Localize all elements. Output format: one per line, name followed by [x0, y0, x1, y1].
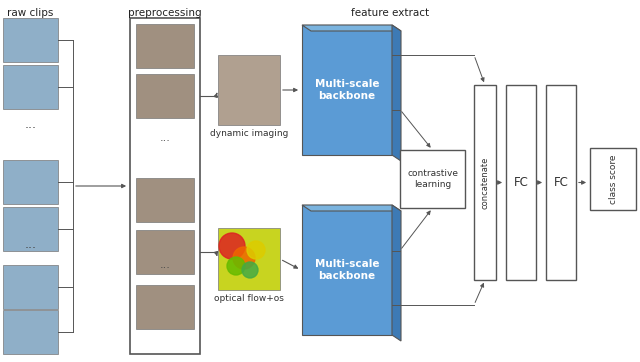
Bar	[474, 85, 496, 280]
Bar	[546, 85, 576, 280]
Bar	[218, 228, 280, 290]
Bar	[3, 310, 58, 354]
Bar	[3, 207, 58, 251]
Text: Multi-scale
backbone: Multi-scale backbone	[315, 79, 380, 101]
Bar	[136, 178, 194, 222]
Bar	[218, 55, 280, 125]
Polygon shape	[302, 205, 401, 211]
Bar	[136, 230, 194, 274]
Bar	[400, 150, 465, 208]
Polygon shape	[302, 25, 401, 31]
Text: ...: ...	[159, 260, 170, 270]
Text: ...: ...	[24, 118, 36, 131]
Bar	[3, 160, 58, 204]
Text: FC: FC	[554, 176, 568, 189]
Polygon shape	[392, 205, 401, 341]
Circle shape	[219, 233, 245, 259]
Text: contrastive
learning: contrastive learning	[407, 169, 458, 189]
Circle shape	[227, 257, 245, 275]
Text: raw clips: raw clips	[7, 8, 54, 18]
Text: Multi-scale
backbone: Multi-scale backbone	[315, 259, 380, 281]
Circle shape	[233, 247, 255, 269]
Circle shape	[247, 241, 265, 259]
Circle shape	[242, 262, 258, 278]
Bar	[3, 65, 58, 109]
Bar	[136, 74, 194, 118]
Polygon shape	[392, 25, 401, 161]
Bar	[302, 25, 392, 155]
Bar	[136, 24, 194, 68]
Text: optical flow+os: optical flow+os	[214, 294, 284, 303]
Text: concatenate: concatenate	[481, 156, 490, 209]
Text: ...: ...	[24, 239, 36, 252]
Bar	[3, 18, 58, 62]
Bar	[136, 285, 194, 329]
Text: class score: class score	[609, 154, 618, 204]
Text: FC: FC	[513, 176, 529, 189]
Text: dynamic imaging: dynamic imaging	[210, 129, 288, 138]
Bar	[506, 85, 536, 280]
Bar	[3, 265, 58, 309]
Text: feature extract: feature extract	[351, 8, 429, 18]
Text: ...: ...	[159, 133, 170, 143]
Bar	[302, 205, 392, 335]
Bar	[130, 18, 200, 354]
Bar	[590, 148, 636, 210]
Text: preprocessing: preprocessing	[128, 8, 202, 18]
